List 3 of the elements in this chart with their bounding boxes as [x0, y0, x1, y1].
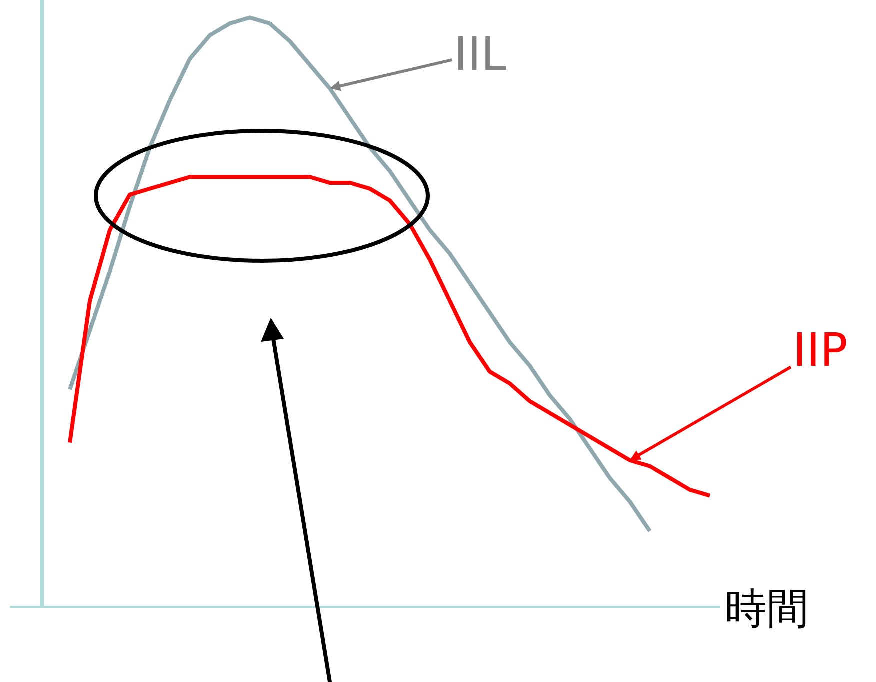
text: IIP: [793, 323, 848, 377]
x-axis-title: 時間: [725, 584, 809, 633]
annotation: IIL: [454, 27, 508, 81]
